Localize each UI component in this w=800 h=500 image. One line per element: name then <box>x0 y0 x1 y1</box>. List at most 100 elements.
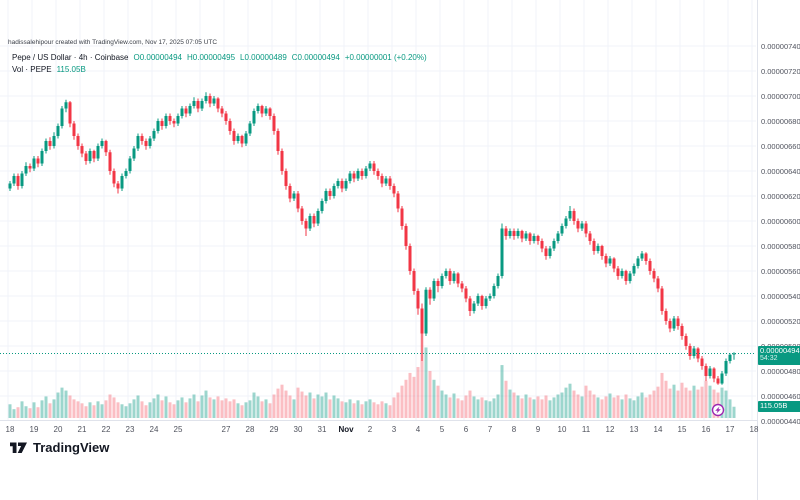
volume-bar <box>212 399 216 418</box>
candle-body <box>584 223 588 234</box>
candle-body <box>104 141 108 153</box>
candle-body <box>280 151 284 171</box>
candle-body <box>444 271 448 276</box>
candle-body <box>364 168 368 176</box>
time-tick-label: 15 <box>677 425 687 434</box>
time-tick-label: 24 <box>149 425 159 434</box>
volume-bar <box>464 395 468 418</box>
candle-body <box>212 98 216 104</box>
tradingview-logo[interactable]: TradingView <box>10 440 109 455</box>
candle-body <box>228 121 232 131</box>
candle-body <box>176 116 180 124</box>
candle-body <box>304 221 308 229</box>
volume-bar <box>296 387 300 418</box>
volume-bar <box>32 402 36 418</box>
volume-label[interactable]: Vol · PEPE <box>12 65 52 74</box>
candle-body <box>84 153 88 161</box>
candle-body <box>728 354 732 361</box>
candle-body <box>520 231 524 239</box>
candle-body <box>20 173 24 186</box>
volume-bar <box>500 365 504 418</box>
volume-bar <box>476 399 480 418</box>
candle-body <box>704 366 708 376</box>
volume-bar <box>652 390 656 418</box>
candle-body <box>68 102 72 124</box>
candle-body <box>268 108 272 116</box>
price-tick-label: 0.00000580 <box>761 241 800 251</box>
volume-bar <box>344 402 348 418</box>
candle-body <box>172 121 176 124</box>
tradingview-logo-text: TradingView <box>33 440 110 455</box>
candle-body <box>604 256 608 264</box>
volume-bar <box>564 387 568 418</box>
volume-bar <box>704 380 708 418</box>
volume-bar <box>588 390 592 418</box>
candle-body <box>404 226 408 246</box>
candle-body <box>188 106 192 114</box>
volume-bar <box>540 399 544 418</box>
candle-body <box>352 173 356 179</box>
candle-body <box>472 303 476 311</box>
candle-body <box>452 273 456 281</box>
volume-bar <box>180 397 184 418</box>
volume-bar <box>20 401 24 418</box>
event-marker-icon[interactable] <box>711 403 725 417</box>
candle-body <box>124 171 128 176</box>
volume-bar <box>404 379 408 418</box>
candle-body <box>128 158 132 171</box>
volume-bar <box>24 406 28 418</box>
volume-bar <box>248 400 252 418</box>
price-tick-label: 0.00000480 <box>761 366 800 376</box>
volume-bar <box>468 390 472 418</box>
volume-bar <box>544 395 548 418</box>
volume-bar <box>708 385 712 418</box>
price-scale[interactable]: 0.00000740 0.00000720 0.00000700 0.00000680… <box>757 0 800 500</box>
volume-bar <box>576 394 580 418</box>
candle-body <box>476 296 480 304</box>
volume-bar <box>216 396 220 418</box>
candle-body <box>300 208 304 221</box>
volume-bar <box>584 385 588 418</box>
candle-body <box>408 246 412 271</box>
volume-bar <box>732 406 736 418</box>
volume-bar <box>668 388 672 418</box>
candle-body <box>336 181 340 186</box>
candle-body <box>24 166 28 174</box>
watermark: hadissalehipour created with TradingView… <box>8 39 218 46</box>
volume-bar <box>396 392 400 418</box>
candle-body <box>344 181 348 189</box>
volume-bar <box>188 398 192 418</box>
candle-body <box>60 108 64 126</box>
price-tick-label: 0.00000720 <box>761 66 800 76</box>
volume-bar <box>580 396 584 418</box>
candle-body <box>412 271 416 291</box>
volume-bar <box>284 390 288 418</box>
volume-bar <box>724 390 728 418</box>
symbol-title[interactable]: Pepe / US Dollar · 4h · Coinbase <box>12 53 129 62</box>
candle-body <box>592 241 596 251</box>
volume-bar <box>648 394 652 418</box>
candle-body <box>328 191 332 196</box>
volume-bar <box>324 392 328 418</box>
volume-bar <box>620 399 624 418</box>
time-tick-label: 30 <box>293 425 303 434</box>
volume-bar <box>356 400 360 418</box>
candle-body <box>436 281 440 286</box>
price-chart-canvas[interactable] <box>0 0 757 420</box>
candle-body <box>372 163 376 171</box>
volume-bar <box>224 398 228 418</box>
time-scale[interactable]: 18 19 20 21 22 23 24 25 27 28 29 30 31 Nov 2 3 4 5 6 7 8 9 10 1… <box>0 420 758 439</box>
volume-bar <box>612 397 616 418</box>
volume-bar <box>176 400 180 418</box>
time-tick-label: 21 <box>77 425 87 434</box>
candle-body <box>460 283 464 289</box>
candle-body <box>636 258 640 266</box>
candle-body <box>560 226 564 234</box>
candle-body <box>332 186 336 196</box>
candle-body <box>684 336 688 346</box>
candle-body <box>484 298 488 306</box>
candle-body <box>448 271 452 281</box>
candle-body <box>660 288 664 311</box>
volume-bar <box>388 405 392 418</box>
